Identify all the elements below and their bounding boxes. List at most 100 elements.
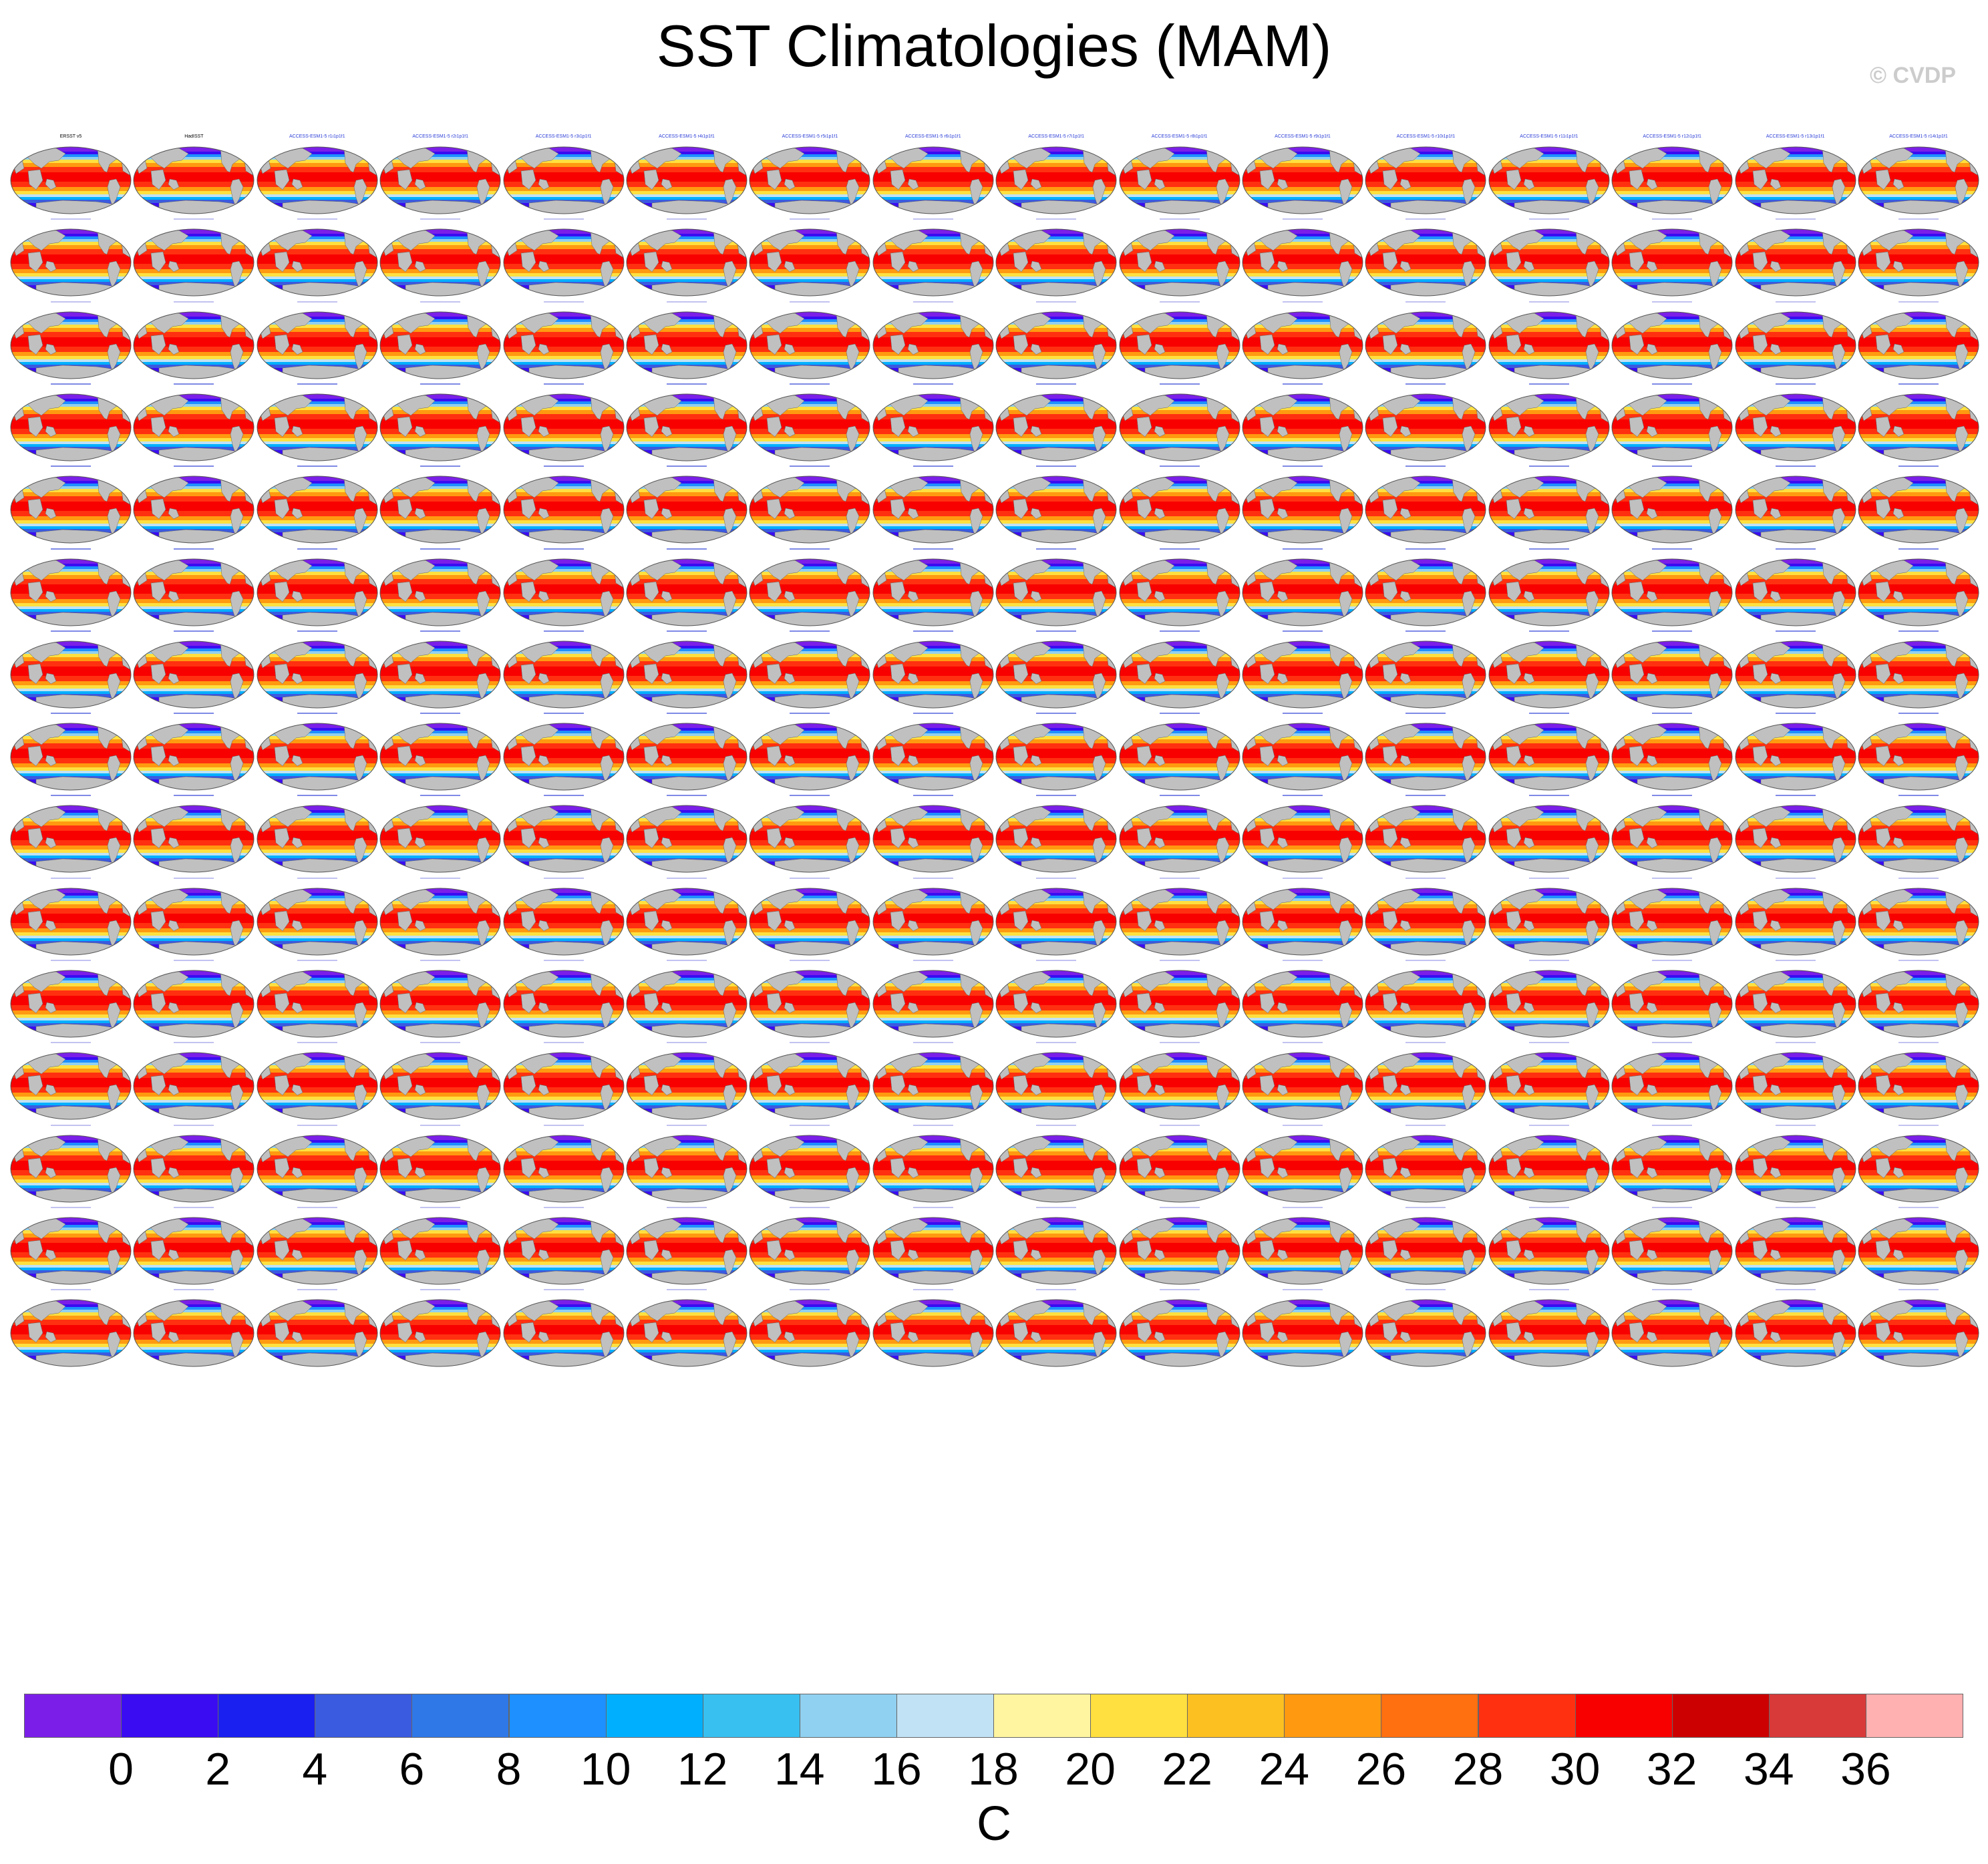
sst-map bbox=[503, 640, 625, 709]
map-outline bbox=[1735, 311, 1856, 379]
sst-band bbox=[257, 558, 377, 564]
sst-band bbox=[996, 163, 1117, 168]
land-mass bbox=[1011, 642, 1051, 663]
sst-band bbox=[1488, 520, 1609, 524]
sst-band bbox=[1119, 856, 1240, 859]
sst-band bbox=[750, 496, 870, 502]
sst-band bbox=[1612, 316, 1733, 320]
sst-band bbox=[1488, 598, 1609, 604]
sst-map bbox=[1735, 393, 1856, 461]
sst-band bbox=[1735, 511, 1856, 517]
sst-band bbox=[257, 269, 377, 274]
sst-band bbox=[380, 731, 501, 734]
land-mass bbox=[1258, 395, 1298, 416]
sst-band bbox=[996, 805, 1117, 811]
sst-band bbox=[627, 733, 747, 737]
land-mass bbox=[1259, 498, 1275, 520]
sst-band bbox=[1735, 606, 1856, 610]
sst-band bbox=[1365, 229, 1486, 234]
map-outline bbox=[995, 228, 1117, 297]
sst-band bbox=[627, 279, 747, 283]
sst-band bbox=[380, 321, 501, 325]
map-outline bbox=[872, 640, 994, 709]
land-mass bbox=[291, 755, 303, 767]
land-mass bbox=[890, 252, 906, 272]
sst-band bbox=[1612, 986, 1733, 991]
map-panel bbox=[132, 381, 255, 463]
sst-band bbox=[1735, 558, 1856, 564]
sst-band bbox=[750, 476, 870, 482]
sst-band bbox=[1365, 846, 1486, 850]
map-outline bbox=[1119, 723, 1240, 791]
sst-band bbox=[257, 640, 377, 646]
sst-band bbox=[1735, 818, 1856, 822]
panel-title-placeholder bbox=[420, 630, 461, 632]
sst-band bbox=[503, 813, 624, 816]
sst-map bbox=[1611, 640, 1733, 709]
sst-band bbox=[1612, 152, 1733, 155]
sst-band bbox=[503, 398, 624, 402]
sst-map bbox=[626, 888, 748, 956]
sst-band bbox=[1242, 558, 1363, 564]
map-panel bbox=[872, 381, 995, 463]
sst-band bbox=[11, 990, 131, 996]
sst-band bbox=[1858, 311, 1979, 317]
sst-band bbox=[1488, 401, 1609, 405]
map-outline bbox=[1119, 476, 1240, 544]
sst-map bbox=[995, 723, 1117, 791]
sst-band bbox=[627, 443, 747, 447]
sst-band bbox=[1488, 675, 1609, 682]
sst-band bbox=[872, 739, 993, 744]
sst-band bbox=[1242, 648, 1363, 652]
sst-band bbox=[380, 767, 501, 771]
sst-map bbox=[626, 311, 748, 379]
land-mass bbox=[600, 837, 613, 865]
sst-band bbox=[1612, 815, 1733, 819]
sst-band bbox=[996, 311, 1117, 317]
map-outline bbox=[503, 393, 625, 461]
map-outline bbox=[749, 723, 870, 791]
map-outline bbox=[1858, 311, 1979, 379]
sst-band bbox=[872, 403, 993, 407]
sst-band bbox=[1735, 810, 1856, 813]
land-mass bbox=[767, 498, 782, 520]
sst-band bbox=[1365, 758, 1486, 764]
sst-band bbox=[1365, 264, 1486, 270]
map-panel bbox=[1364, 710, 1487, 792]
sst-band bbox=[503, 990, 624, 996]
sst-band bbox=[1119, 496, 1240, 502]
sst-band bbox=[1735, 691, 1856, 695]
sst-map bbox=[626, 476, 748, 544]
map-panel bbox=[1364, 875, 1487, 957]
map-panel bbox=[872, 792, 995, 874]
sst-band bbox=[134, 406, 255, 411]
land-mass bbox=[107, 425, 121, 453]
sst-band bbox=[1119, 239, 1240, 242]
land-mass bbox=[907, 425, 919, 437]
map-outline bbox=[995, 558, 1117, 626]
sst-band bbox=[996, 264, 1117, 270]
land-mass bbox=[414, 673, 426, 685]
land-mass bbox=[1135, 724, 1175, 745]
sst-band bbox=[750, 163, 870, 168]
sst-band bbox=[134, 160, 255, 164]
sst-band bbox=[1488, 163, 1609, 168]
map-panel bbox=[256, 216, 379, 298]
sst-map bbox=[995, 970, 1117, 1038]
sst-band bbox=[996, 182, 1117, 188]
sst-band bbox=[380, 846, 501, 850]
sst-band bbox=[872, 743, 993, 749]
land-mass bbox=[1874, 230, 1914, 251]
land-mass bbox=[1030, 178, 1042, 190]
sst-band bbox=[11, 234, 131, 237]
sst-band bbox=[1735, 743, 1856, 749]
sst-band bbox=[11, 840, 131, 846]
sst-band bbox=[996, 524, 1117, 527]
sst-band bbox=[1119, 563, 1240, 567]
land-mass bbox=[476, 673, 490, 701]
sst-band bbox=[750, 324, 870, 329]
sst-band bbox=[627, 433, 747, 439]
sst-band bbox=[1612, 393, 1733, 399]
land-mass bbox=[907, 261, 919, 272]
sst-band bbox=[627, 441, 747, 445]
